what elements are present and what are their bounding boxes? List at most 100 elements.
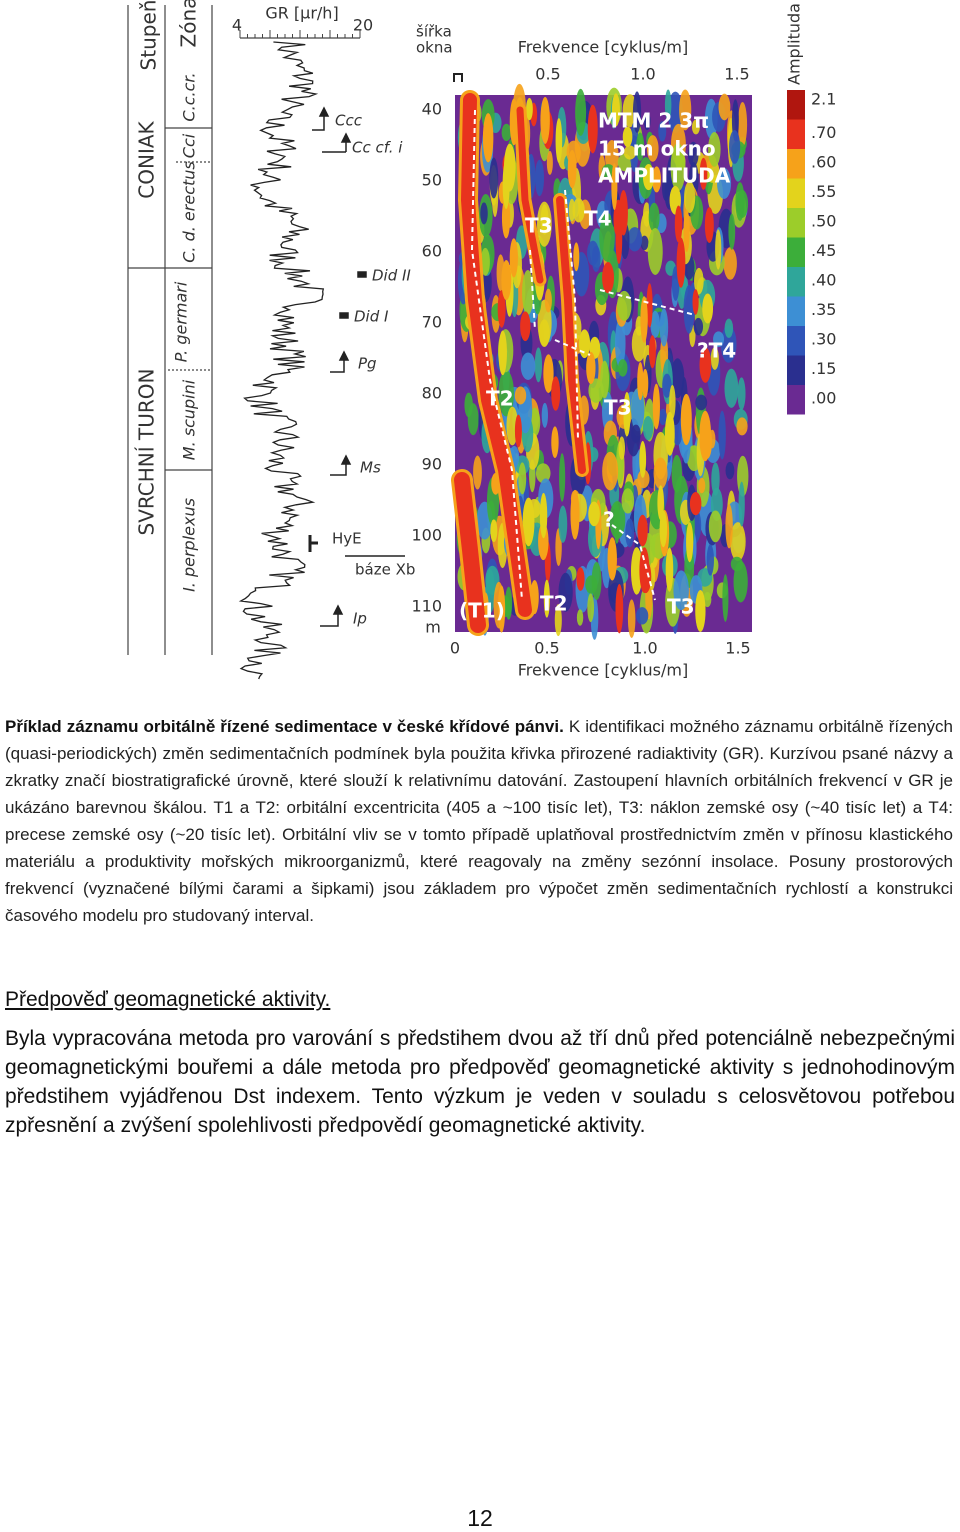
spectrogram-blob xyxy=(708,132,721,167)
spectrogram-blob xyxy=(576,567,585,591)
spectrogram-blob xyxy=(572,198,585,223)
spectrogram-blob xyxy=(538,319,550,348)
spectrogram-blob xyxy=(489,157,499,199)
legend-label: .50 xyxy=(811,212,836,231)
spectrogram-blob xyxy=(587,240,599,266)
spectrogram-blob xyxy=(708,510,723,543)
spectrogram-blob xyxy=(659,408,667,426)
spectrogram-blob xyxy=(482,113,494,163)
frequency-axis-label: Frekvence [cyklus/m] xyxy=(518,661,688,680)
zone-label: I. perplexus xyxy=(180,498,199,592)
gr-tick-label: 20 xyxy=(353,16,373,35)
spectrogram-blob xyxy=(737,377,746,411)
spectrogram-blob xyxy=(573,242,580,272)
depth-tick-label: 80 xyxy=(422,384,442,403)
spectrogram-blob xyxy=(702,293,714,324)
window-label: okna xyxy=(416,39,453,57)
spectrogram-blob xyxy=(736,417,748,436)
caption-title: Příklad záznamu orbitálně řízené sedimen… xyxy=(5,717,564,736)
spectrogram-blob xyxy=(637,361,644,401)
spectrogram-blob xyxy=(601,164,615,179)
marker-label: Pg xyxy=(358,355,377,373)
spectrogram-blob xyxy=(611,93,620,127)
spectrogram-blob xyxy=(509,238,518,278)
spectrogram-blob xyxy=(464,392,473,418)
legend-label: .55 xyxy=(811,182,836,201)
spectrogram-blob xyxy=(534,159,545,197)
spectrogram-blob xyxy=(602,262,614,294)
dashed-guide xyxy=(554,339,591,356)
spectrogram-blob xyxy=(501,260,512,301)
column-header: Zóna xyxy=(177,0,201,47)
spectrogram-blob xyxy=(674,205,683,243)
legend-swatch xyxy=(787,385,805,415)
marker-label: Ms xyxy=(360,459,381,477)
annotation: T2 xyxy=(486,387,514,411)
spectrogram-blob xyxy=(650,310,661,338)
legend-swatch xyxy=(787,149,805,179)
spectrogram-blob xyxy=(671,454,682,493)
spectrogram-blob xyxy=(639,547,650,594)
spectrogram-blob xyxy=(718,410,726,460)
spectrogram-blob xyxy=(724,368,739,408)
legend-label: .60 xyxy=(811,153,836,172)
annotation: T4 xyxy=(584,207,612,231)
legend-swatch xyxy=(787,355,805,385)
spectrogram-blob xyxy=(652,166,662,193)
zone-label: C. d. erectus xyxy=(180,161,199,262)
spectrogram-blob xyxy=(642,368,649,399)
depth-tick-label: 110 xyxy=(411,597,442,616)
spectrogram-blob xyxy=(497,290,506,328)
spectrogram-blob xyxy=(618,436,626,460)
spectrogram-blob xyxy=(520,311,531,342)
spectrogram-blob xyxy=(636,132,645,161)
spectrogram-blob xyxy=(544,288,552,313)
window-bracket xyxy=(453,73,463,82)
frequency-tick-label: 1.0 xyxy=(632,639,657,658)
spectrogram-blob xyxy=(689,492,702,516)
spectrogram-blob xyxy=(694,267,704,295)
spectrogram-blob xyxy=(551,376,561,411)
spectrogram-blob xyxy=(614,318,626,368)
spectrogram-blob xyxy=(648,335,656,369)
legend-label: .45 xyxy=(811,241,836,260)
frequency-tick-label: 1.5 xyxy=(724,65,749,84)
spectrogram-blob xyxy=(669,384,676,420)
spectrogram-blob xyxy=(646,135,659,162)
frequency-tick-label: 0.5 xyxy=(534,639,559,658)
spectrogram-band xyxy=(516,106,544,284)
figure: Stupeň Zóna CONIAK SVRCHNÍ TURON C.c.cr.… xyxy=(127,0,836,680)
legend-swatch xyxy=(787,296,805,326)
legend-swatch xyxy=(787,119,805,149)
frequency-tick-label: 0.5 xyxy=(535,65,560,84)
spectrogram-blob xyxy=(715,229,722,270)
spectrogram-blob xyxy=(652,383,660,430)
spectrogram-blob xyxy=(738,481,745,527)
spectrogram-blob xyxy=(554,604,562,637)
spectrogram-blob xyxy=(618,359,628,377)
dashed-guide xyxy=(564,189,579,441)
section-paragraph: Byla vypracována metoda pro varování s p… xyxy=(5,1027,955,1137)
column-header: Stupeň xyxy=(137,0,161,70)
spectrogram-blob xyxy=(711,462,720,496)
gr-axis-ticks xyxy=(239,30,361,38)
marker-label: HyE xyxy=(332,530,362,548)
gr-tick-label: 4 xyxy=(232,16,242,35)
spectrogram-blob xyxy=(559,453,566,502)
spectrogram-blob xyxy=(498,330,507,376)
annotation: T3 xyxy=(604,396,632,420)
spectrogram-blob xyxy=(680,393,692,446)
amplitude-legend: 2.1 .70 .60 .55 .50 .45 .40 .35 .30 .15 .00 xyxy=(787,90,836,415)
spectrogram-blob xyxy=(637,514,648,547)
zone-label: C.c.cr. xyxy=(180,72,199,121)
spectrogram-band xyxy=(454,472,486,633)
spectrogram-blob xyxy=(473,455,482,490)
spectrogram-blob xyxy=(667,91,683,134)
spectrogram-blob xyxy=(706,544,714,576)
frequency-tick-label: 1.5 xyxy=(725,639,750,658)
legend-label: .15 xyxy=(811,359,836,378)
spectrogram-blob xyxy=(555,118,563,163)
spectrogram-blob xyxy=(686,522,694,563)
spectrogram-blob xyxy=(607,537,617,581)
